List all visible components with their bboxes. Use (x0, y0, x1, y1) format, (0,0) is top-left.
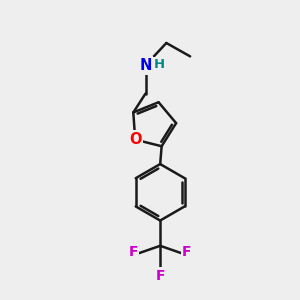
Text: N: N (140, 58, 152, 73)
Text: F: F (129, 245, 138, 259)
Text: H: H (154, 58, 165, 71)
Text: F: F (182, 245, 192, 259)
Text: F: F (155, 268, 165, 283)
Text: O: O (129, 132, 142, 147)
